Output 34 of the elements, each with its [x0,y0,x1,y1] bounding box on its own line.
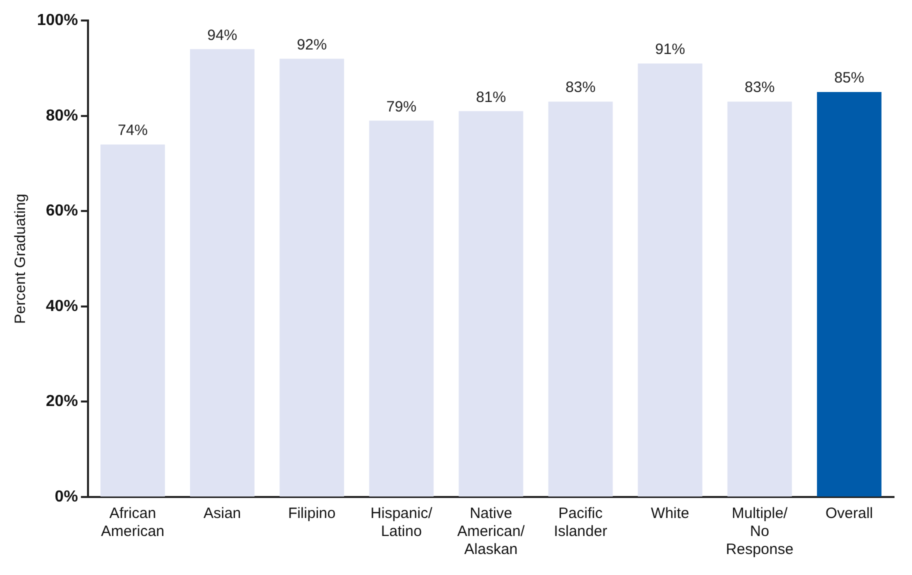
data-label: 83% [744,79,775,96]
y-tick-label: 80% [46,107,78,124]
x-tick-label: Native American/Alaskan [457,505,526,558]
data-label: 74% [118,122,148,140]
bar [727,102,792,496]
bar [548,102,613,496]
y-tick-label: 20% [46,393,78,410]
bar [190,49,255,496]
data-label: 85% [834,70,864,87]
bar [100,144,165,496]
x-tick-label: Hispanic/Latino [370,505,434,540]
y-tick-label: 0% [54,488,78,506]
bar [458,111,524,496]
data-label: 94% [207,26,238,44]
bar [638,63,702,496]
y-tick-label: 40% [46,298,78,315]
bar [280,58,344,496]
data-label: 81% [476,88,506,106]
data-label: 91% [655,41,686,58]
y-axis-title: Percent Graduating [12,194,30,324]
y-tick-label: 60% [46,202,78,220]
data-label: 79% [386,98,416,116]
x-tick-label: Pacific Islander [554,505,608,540]
x-tick-label: White [650,505,690,522]
data-label: 92% [296,36,327,54]
bar [369,120,434,496]
x-tick-label: Multiple/No Response [726,505,794,558]
x-tick-label: Overall [825,505,873,522]
x-tick-label: Asian [204,505,242,522]
bar [816,92,882,496]
data-label: 83% [566,79,596,96]
y-tick-label: 100% [37,12,78,30]
x-tick-label: African American [101,505,164,540]
x-tick-label: Filipino [288,505,336,522]
